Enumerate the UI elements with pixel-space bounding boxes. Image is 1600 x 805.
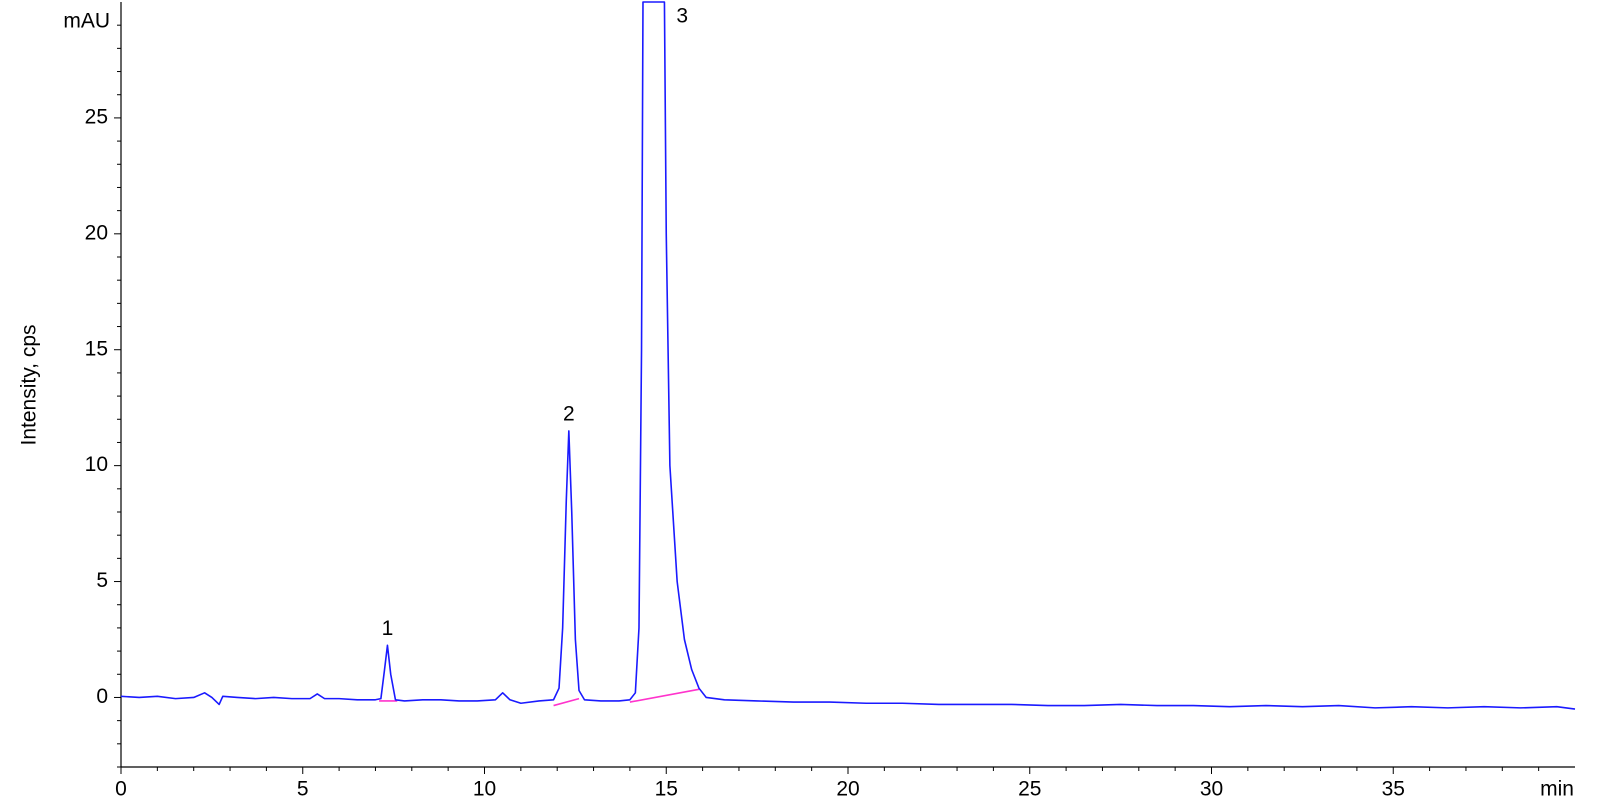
x-tick-label: 20 — [836, 778, 859, 800]
y-tick-label: 25 — [85, 105, 108, 128]
peak-label: 2 — [563, 402, 575, 425]
y-tick-label: 20 — [85, 221, 108, 244]
y-tick-label: 15 — [85, 337, 108, 360]
x-tick-label: 30 — [1200, 778, 1223, 800]
y-tick-label: 10 — [85, 453, 108, 476]
chromatogram-trace — [120, 1, 1576, 710]
y-tick-label: 5 — [96, 569, 108, 592]
y-axis-label: Intensity, cps — [18, 325, 41, 446]
integration-baseline — [629, 688, 700, 703]
x-tick-label: 0 — [115, 778, 127, 800]
x-unit: min — [1540, 778, 1574, 800]
x-tick-label: 25 — [1018, 778, 1041, 800]
x-tick-label: 15 — [655, 778, 678, 800]
x-tick-label: 10 — [473, 778, 496, 800]
y-unit: mAU — [63, 10, 110, 33]
x-tick-label: 5 — [297, 778, 309, 800]
peak-label: 3 — [676, 5, 688, 28]
y-tick-label: 0 — [96, 685, 108, 708]
peak-label: 1 — [382, 617, 394, 640]
integration-baseline — [553, 697, 580, 707]
x-tick-label: 35 — [1382, 778, 1405, 800]
